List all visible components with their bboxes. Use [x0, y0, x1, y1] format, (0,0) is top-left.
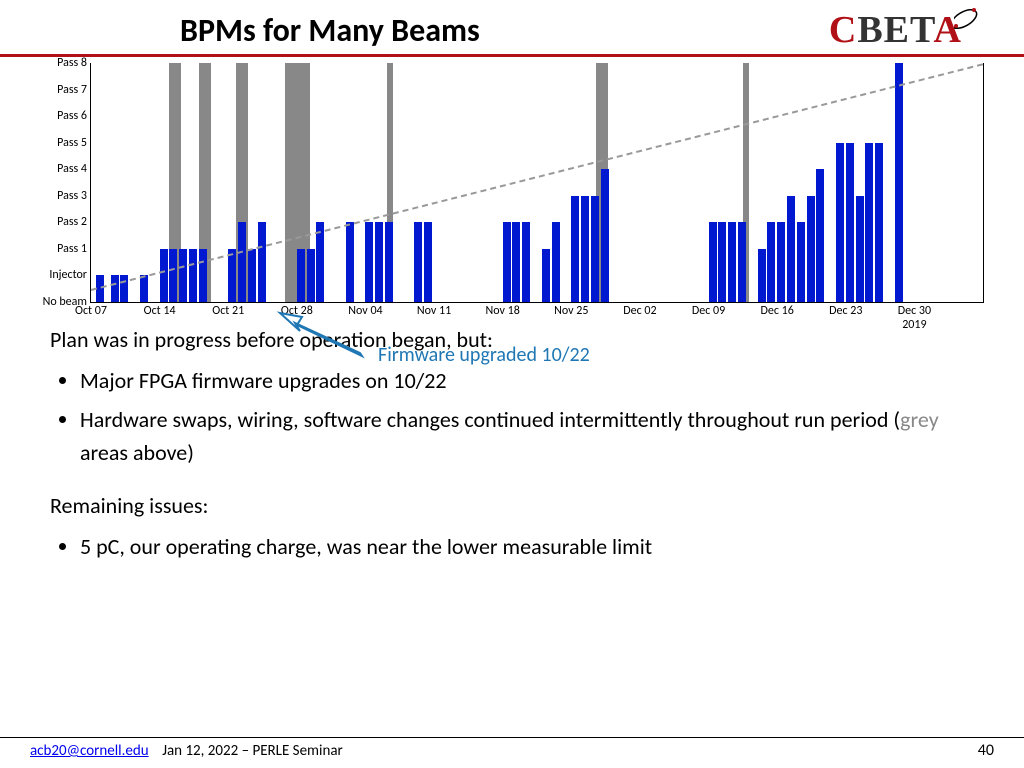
y-axis-label: Pass 1 [57, 242, 87, 256]
firmware-arrow-icon [270, 311, 380, 361]
y-axis-label: Injector [49, 268, 87, 282]
x-axis-label: Oct 07 [75, 304, 107, 318]
y-axis-label: Pass 7 [57, 83, 87, 97]
grey-text: grey [900, 406, 939, 433]
pass-bar [228, 249, 236, 302]
x-axis-label: Dec 16 [760, 304, 793, 318]
footer-rule [0, 737, 1024, 738]
pass-bar [375, 222, 383, 302]
pass-bar [787, 196, 795, 302]
x-axis-label: Oct 21 [212, 304, 244, 318]
pass-bar [728, 222, 736, 302]
pass-bar [777, 222, 785, 302]
pass-bar [199, 249, 207, 302]
pass-bar [424, 222, 432, 302]
pass-bar [307, 249, 315, 302]
page-number: 40 [978, 741, 994, 760]
bullet-item: Major FPGA firmware upgrades on 10/22 [80, 364, 974, 397]
x-axis-year: 2019 [902, 318, 926, 332]
cbeta-logo: CBETA [829, 8, 984, 52]
y-axis-label: Pass 8 [57, 56, 87, 70]
pass-bar [718, 222, 726, 302]
logo-c: C [829, 9, 857, 51]
x-axis-label: Dec 09 [692, 304, 725, 318]
x-axis-label: Dec 02 [623, 304, 656, 318]
pass-bar [581, 196, 589, 302]
pass-bar [758, 249, 766, 302]
y-axis-label: Pass 6 [57, 109, 87, 123]
pass-bar [140, 275, 148, 302]
logo-bet: BET [857, 9, 933, 51]
x-axis-label: Dec 23 [829, 304, 862, 318]
footer-left: acb20@cornell.edu Jan 12, 2022 – PERLE S… [30, 742, 343, 760]
bullets-1: Major FPGA firmware upgrades on 10/22 Har… [50, 364, 974, 469]
pass-bar [895, 63, 903, 302]
issues-heading: Remaining issues: [50, 489, 974, 522]
pass-bar [297, 249, 305, 302]
slide-title: BPMs for Many Beams [180, 11, 480, 50]
y-axis-label: Pass 5 [57, 136, 87, 150]
pass-bar [238, 222, 246, 302]
pass-bar [767, 222, 775, 302]
bullet-item: Hardware swaps, wiring, software changes… [80, 403, 974, 469]
beam-pass-chart: No beamInjectorPass 1Pass 2Pass 3Pass 4P… [90, 63, 984, 303]
pass-bar [542, 249, 550, 302]
footer-date: Jan 12, 2022 – PERLE Seminar [162, 742, 343, 760]
logo-swoosh-icon [954, 0, 984, 30]
x-axis-label: Nov 18 [486, 304, 520, 318]
pass-bar [856, 196, 864, 302]
pass-bar [816, 169, 824, 302]
pass-bar [836, 143, 844, 302]
pass-bar [875, 143, 883, 302]
pass-bar [346, 222, 354, 302]
bullets-2: 5 pC, our operating charge, was near the… [50, 530, 974, 563]
pass-bar [503, 222, 511, 302]
pass-bar [601, 169, 609, 302]
y-axis-label: Pass 2 [57, 215, 87, 229]
x-axis-label: Nov 11 [417, 304, 451, 318]
pass-bar [865, 143, 873, 302]
x-axis-label: Oct 14 [144, 304, 176, 318]
pass-bar [709, 222, 717, 302]
bullet-item: 5 pC, our operating charge, was near the… [80, 530, 974, 563]
pass-bar [738, 222, 746, 302]
pass-bar [552, 222, 560, 302]
pass-bar [316, 222, 324, 302]
pass-bar [385, 222, 393, 302]
pass-bar [248, 249, 256, 302]
footer-email[interactable]: acb20@cornell.edu [30, 742, 149, 760]
pass-bar [807, 196, 815, 302]
pass-bar [169, 249, 177, 302]
pass-bar [512, 222, 520, 302]
pass-bar [414, 222, 422, 302]
pass-bar [179, 249, 187, 302]
x-axis-label: Nov 25 [554, 304, 588, 318]
x-axis-label: Dec 30 [898, 304, 931, 318]
pass-bar [591, 196, 599, 302]
pass-bar [189, 249, 197, 302]
body-content: Plan was in progress before operation be… [0, 303, 1024, 563]
pass-bar [160, 249, 168, 302]
pass-bar [522, 222, 530, 302]
pass-bar [111, 275, 119, 302]
y-axis-label: Pass 3 [57, 189, 87, 203]
header-rule [0, 54, 1024, 57]
pass-bar [365, 222, 373, 302]
firmware-annotation: Firmware upgraded 10/22 [378, 343, 590, 367]
pass-bar [258, 222, 266, 302]
y-axis-label: Pass 4 [57, 162, 87, 176]
pass-bar [797, 222, 805, 302]
pass-bar [846, 143, 854, 302]
pass-bar [571, 196, 579, 302]
